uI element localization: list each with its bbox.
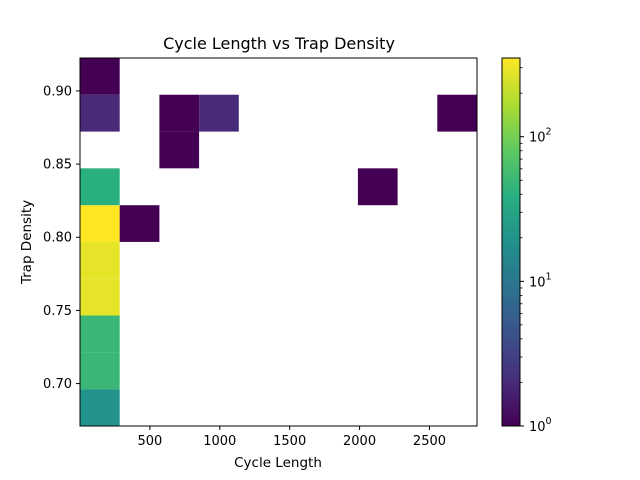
colorbar-tick-label: 100 [529,416,552,435]
x-axis-label: Cycle Length [234,455,322,471]
colorbar-tick-label: 101 [529,271,552,290]
heatmap-cell [80,241,120,279]
y-tick-label: 0.85 [43,158,72,173]
x-tick-label: 2500 [413,434,446,449]
heatmap-cell [437,94,477,132]
heatmap-cell [80,389,120,426]
y-tick-label: 0.90 [43,84,72,99]
heatmap-cell [80,168,120,206]
heatmap-cell [80,278,120,316]
colorbar-tick-label: 102 [529,127,552,146]
heatmap-cell [80,315,120,353]
heatmap-cell [80,205,120,242]
y-tick-label: 0.75 [43,304,72,319]
x-tick-label: 2000 [343,434,376,449]
heatmap-cell [119,205,160,242]
heatmap-cell [199,94,239,132]
chart-title: Cycle Length vs Trap Density [163,34,395,53]
heatmap-cell [80,58,120,95]
x-tick-label: 1000 [203,434,236,449]
y-axis-label: Trap Density [19,200,35,285]
heatmap-cell [357,168,398,206]
heatmap-cell [159,94,200,132]
heatmap-cell [80,94,120,132]
heatmap-cell [159,131,200,169]
y-axis-ticks: 0.70 0.75 0.80 0.85 0.90 [43,84,80,392]
y-tick-label: 0.70 [43,377,72,392]
heatmap-cell [80,352,120,390]
plot-frame [79,57,478,427]
colorbar-ticks: 100 101 102 [520,67,552,435]
x-axis-ticks: 500 1000 1500 2000 2500 [137,426,446,449]
x-tick-label: 1500 [273,434,306,449]
colorbar-frame [501,57,521,427]
heatmap-cells [80,58,477,426]
x-tick-label: 500 [137,434,162,449]
y-tick-label: 0.80 [43,231,72,246]
colorbar [502,58,520,426]
